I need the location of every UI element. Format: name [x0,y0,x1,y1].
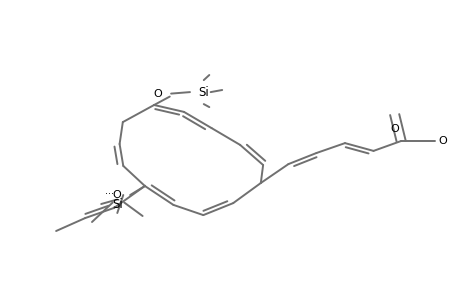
Text: O: O [389,124,398,134]
Text: Si: Si [112,198,123,211]
Text: O: O [153,88,162,99]
Text: ···: ··· [105,189,114,199]
Text: Si: Si [198,85,208,99]
Text: O: O [112,190,121,200]
Text: O: O [437,136,446,146]
